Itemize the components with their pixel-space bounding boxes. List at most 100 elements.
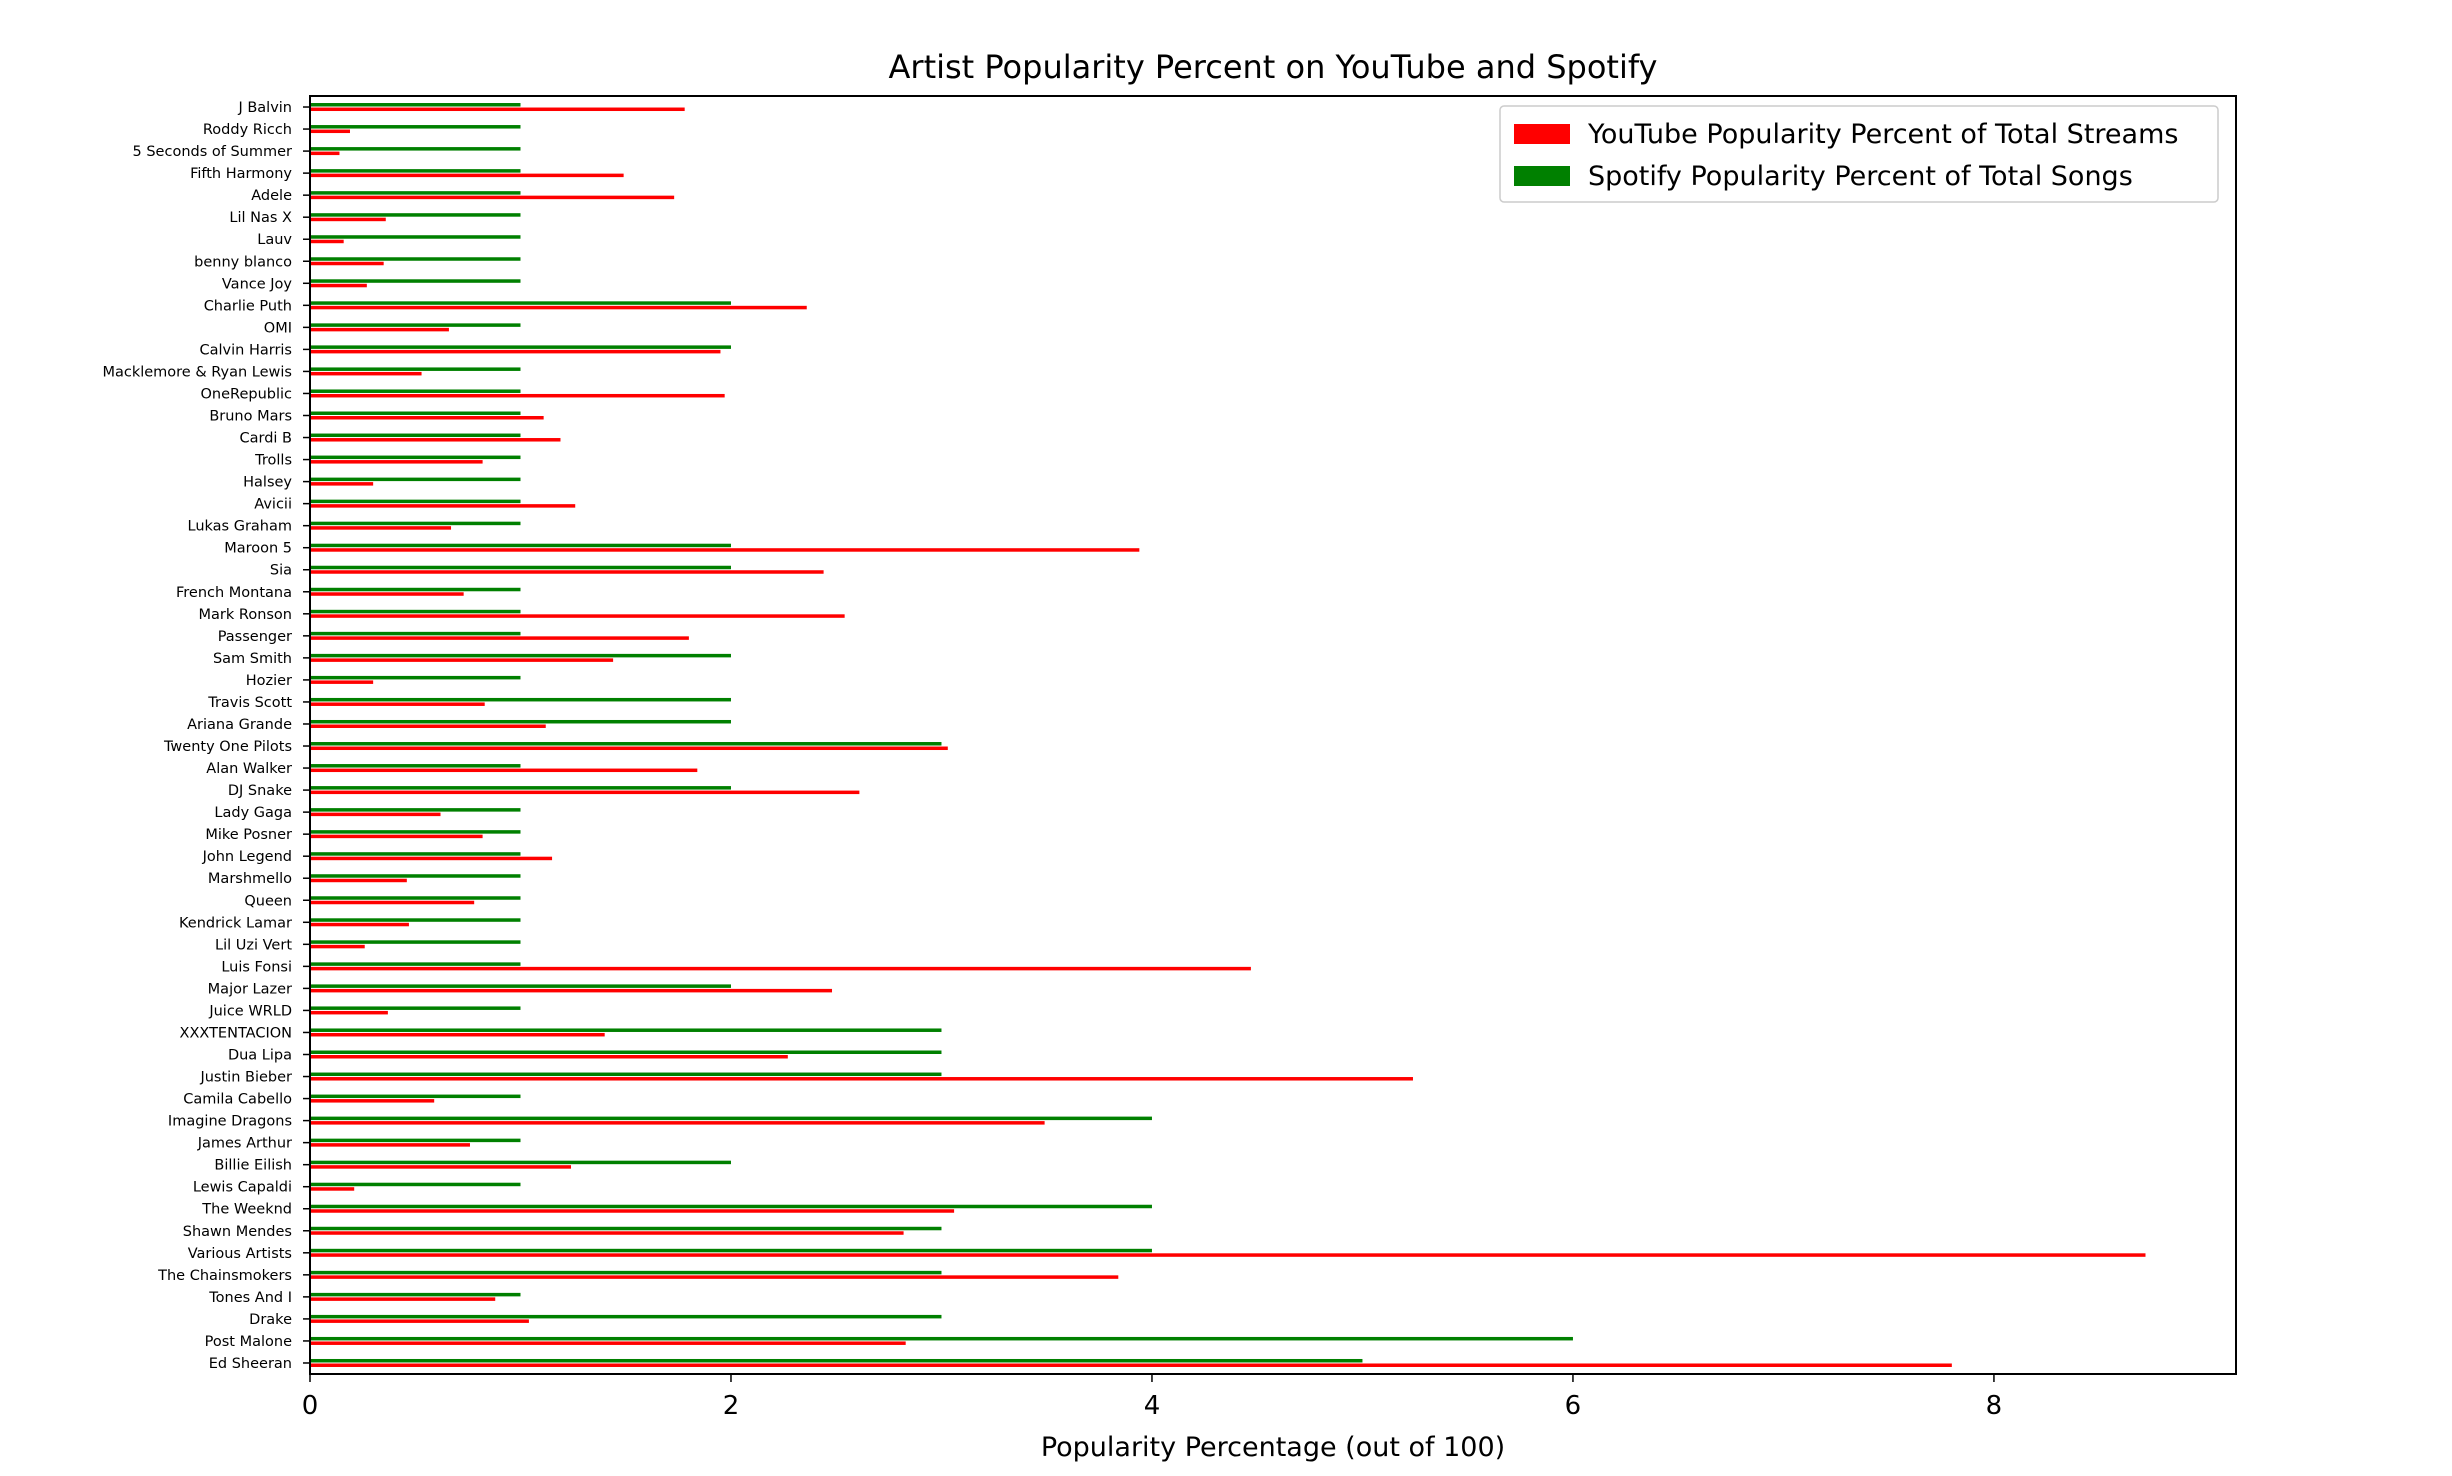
bar-spotify-calvin-harris [310,345,731,349]
category-label: Charlie Puth [204,298,292,314]
category-label: Lil Uzi Vert [215,937,292,953]
bar-youtube-major-lazer [310,988,833,993]
category-label: Marshmello [208,871,292,887]
bar-spotify-benny-blanco [310,257,521,261]
category-label: Juice WRLD [208,1003,292,1019]
category-label: Halsey [243,475,292,491]
bar-spotify-drake [310,1314,942,1319]
category-label: French Montana [176,585,292,601]
bar-spotify-maroon-5 [310,543,731,548]
category-label: Post Malone [205,1334,292,1350]
bar-spotify-lauv [310,235,521,239]
bar-spotify-mike-posner [310,830,521,834]
bar-spotify-trolls [310,455,521,460]
bar-youtube-trolls [310,460,483,464]
bar-youtube-camila-cabello [310,1099,435,1103]
bar-spotify-post-malone [310,1336,1573,1341]
category-label: Camila Cabello [183,1092,292,1108]
bar-youtube-twenty-one-pilots [310,746,948,751]
category-label: Lady Gaga [214,805,292,821]
bar-youtube-lewis-capaldi [310,1187,355,1191]
category-label: Luis Fonsi [221,959,292,975]
legend: YouTube Popularity Percent of Total Stre… [1499,105,2219,203]
bar-youtube-avicii [310,504,576,508]
legend-label-youtube: YouTube Popularity Percent of Total Stre… [1587,119,2178,150]
bar-youtube-james-arthur [310,1143,470,1147]
category-label: Mark Ronson [199,607,292,623]
bar-youtube-lukas-graham [310,526,452,530]
bar-spotify-dua-lipa [310,1050,942,1054]
bar-youtube-charlie-puth [310,305,807,310]
bar-youtube-billie-eilish [310,1165,572,1169]
bar-youtube-justin-bieber [310,1077,1413,1081]
bar-spotify-vance-joy [310,279,521,283]
bar-spotify-hozier [310,675,521,680]
bar-spotify-macklemore-ryan-lewis [310,367,521,371]
category-label: Mike Posner [205,827,292,843]
category-label: Hozier [246,673,292,689]
bar-spotify-cardi-b [310,433,521,438]
bar-youtube-ed-sheeran [310,1363,1952,1367]
bar-spotify-luis-fonsi [310,962,521,966]
category-label: Adele [251,188,292,204]
x-axis-label: Popularity Percentage (out of 100) [1041,1432,1505,1463]
bar-youtube-lil-uzi-vert [310,944,365,949]
bar-spotify-xxxtentacion [310,1028,942,1032]
bar-youtube-bruno-mars [310,416,544,420]
plot-frame [309,95,2237,1375]
bar-spotify-bruno-mars [310,411,521,415]
bar-youtube-the-chainsmokers [310,1275,1119,1279]
legend-swatch-youtube [1514,124,1570,144]
x-tick-label: 6 [1565,1391,1582,1421]
bar-youtube-sam-smith [310,658,614,662]
bar-youtube-omi [310,327,449,332]
category-label: Kendrick Lamar [179,915,292,931]
category-label: J Balvin [237,100,292,116]
bar-spotify-alan-walker [310,764,521,768]
y-axis: J Balvin Roddy Ricch 5 Seconds of Summer Fi… [102,100,310,1372]
category-label: Passenger [218,629,292,645]
bar-youtube-macklemore-ryan-lewis [310,371,422,376]
bar-youtube-calvin-harris [310,349,721,354]
bar-spotify-billie-eilish [310,1160,731,1165]
bar-youtube-lady-gaga [310,812,441,817]
bar-spotify-lil-nas-x [310,213,521,217]
bar-spotify-justin-bieber [310,1072,942,1077]
bar-spotify-marshmello [310,874,521,878]
bar-spotify-fifth-harmony [310,169,521,173]
category-label: Travis Scott [207,695,292,711]
category-label: Fifth Harmony [190,166,292,182]
bar-youtube-mark-ronson [310,614,845,618]
category-label: Maroon 5 [224,541,292,557]
bar-youtube-alan-walker [310,768,698,773]
category-label: Calvin Harris [200,342,293,358]
bar-spotify-roddy-ricch [310,125,521,129]
bar-youtube-french-montana [310,592,464,596]
category-label: Vance Joy [222,276,293,292]
bar-spotify-queen [310,896,521,900]
bar-youtube-onerepublic [310,393,725,398]
bar-spotify-the-weeknd [310,1204,1152,1209]
bar-spotify-lukas-graham [310,521,521,526]
bar-youtube-lil-nas-x [310,217,386,222]
x-tick-label: 4 [1144,1391,1161,1421]
bar-spotify-the-chainsmokers [310,1270,942,1275]
bar-spotify-juice-wrld [310,1006,521,1010]
bar-youtube-adele [310,195,675,200]
bar-youtube-hozier [310,680,374,684]
bar-youtube-juice-wrld [310,1010,388,1015]
bar-youtube-drake [310,1319,529,1323]
bar-youtube-cardi-b [310,438,561,442]
category-label: The Weeknd [201,1202,292,1218]
category-label: XXXTENTACION [180,1025,292,1041]
category-label: James Arthur [197,1136,292,1152]
bar-youtube-various-artists [310,1253,2146,1257]
bar-spotify-avicii [310,499,521,504]
category-label: The Chainsmokers [157,1268,292,1284]
bar-spotify-omi [310,323,521,327]
bar-spotify-john-legend [310,852,521,856]
category-label: Major Lazer [208,981,292,997]
bar-spotify-onerepublic [310,389,521,393]
